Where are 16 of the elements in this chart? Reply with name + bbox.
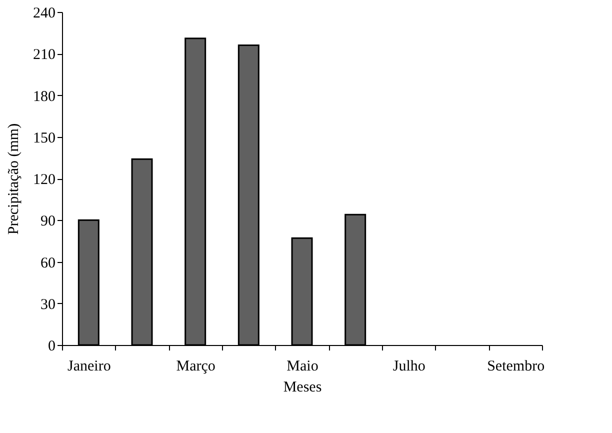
- y-tick-label: 30: [40, 296, 56, 313]
- y-tick-label: 180: [33, 88, 56, 105]
- x-tick-label: Janeiro: [68, 358, 111, 374]
- y-tick-label: 120: [33, 172, 56, 188]
- y-axis-title: Precipitação (mm): [6, 123, 22, 235]
- x-tick-label: Julho: [392, 358, 426, 374]
- y-tick-label: 210: [33, 47, 56, 64]
- x-tick-label: Setembro: [487, 358, 545, 374]
- x-axis-title: Meses: [283, 380, 322, 396]
- x-tick-label: Maio: [286, 358, 318, 374]
- y-tick-label: 90: [40, 214, 56, 230]
- y-tick-label: 0: [48, 338, 56, 354]
- y-tick-label: 60: [40, 255, 56, 272]
- y-tick-label: 240: [33, 6, 56, 22]
- y-tick-label: 150: [33, 130, 56, 146]
- x-tick-label: Março: [176, 358, 216, 374]
